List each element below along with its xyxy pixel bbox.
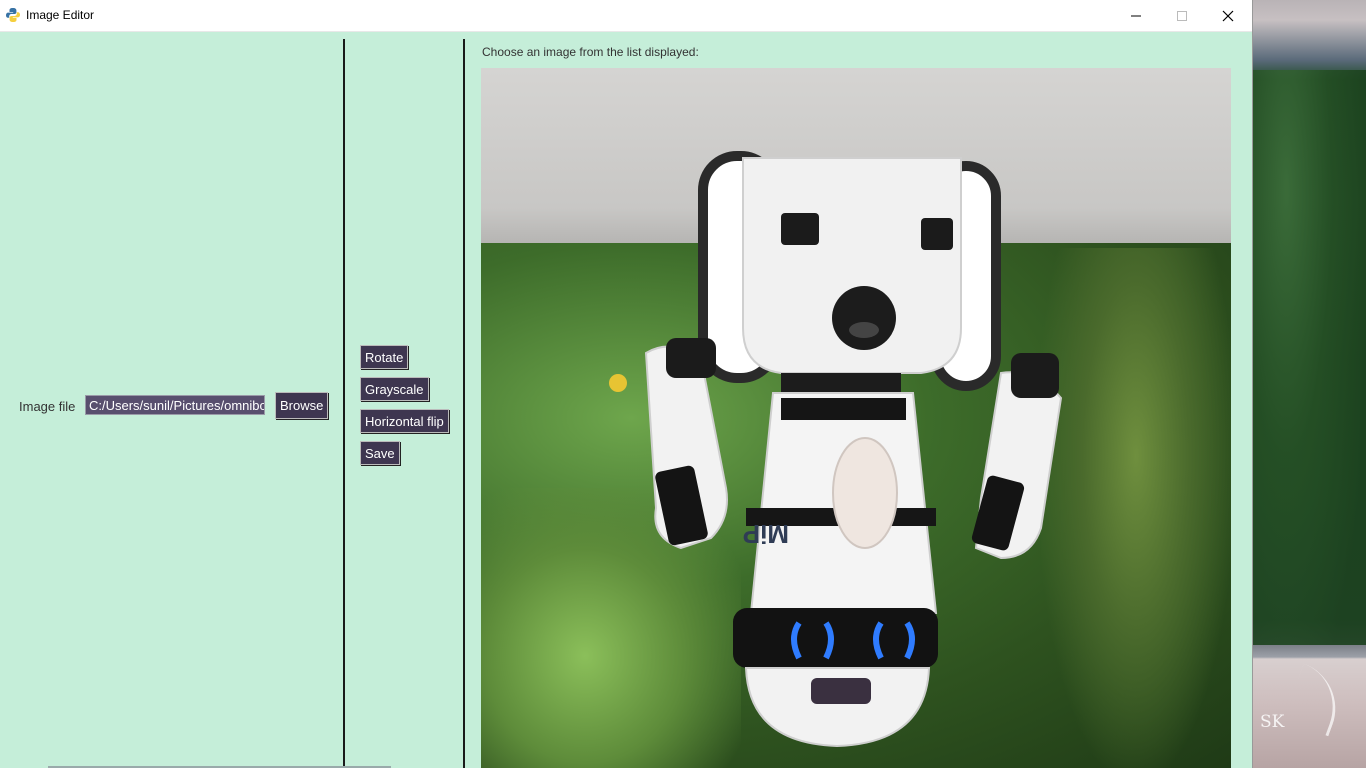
rotate-button[interactable]: Rotate	[360, 345, 409, 369]
python-icon	[6, 8, 20, 22]
minimize-button[interactable]	[1113, 0, 1159, 31]
desktop-background: SK	[1252, 0, 1366, 768]
image-file-path-input[interactable]: C:/Users/sunil/Pictures/omnibot.png	[85, 395, 265, 415]
browse-button[interactable]: Browse	[275, 392, 328, 419]
window-title: Image Editor	[26, 8, 95, 22]
yellow-flower	[609, 374, 627, 392]
robot-logo-text: MiP	[743, 519, 789, 549]
foliage-blur-right	[1041, 248, 1231, 768]
column-divider-left	[343, 39, 345, 768]
horizontal-flip-button[interactable]: Horizontal flip	[360, 409, 449, 433]
image-file-label: Image file	[19, 399, 76, 414]
image-editor-window: Image Editor Image file C:/Users/sunil/P…	[0, 0, 1252, 768]
instruction-text: Choose an image from the list displayed:	[482, 45, 699, 59]
title-bar[interactable]: Image Editor	[0, 0, 1252, 32]
scrollbar-hint	[48, 766, 391, 768]
image-preview: MiP	[481, 68, 1231, 768]
maximize-button[interactable]	[1159, 0, 1205, 31]
save-button[interactable]: Save	[360, 441, 400, 465]
desktop-watermark: SK	[1260, 712, 1285, 732]
column-divider-right	[463, 39, 465, 768]
close-icon	[1222, 10, 1234, 21]
maximize-icon	[1177, 10, 1187, 21]
close-button[interactable]	[1205, 0, 1251, 31]
desktop-hill	[1252, 70, 1366, 660]
window-content: Image file C:/Users/sunil/Pictures/omnib…	[0, 31, 1252, 768]
desktop-building	[1252, 645, 1366, 768]
robot-illustration: MiP	[644, 151, 1063, 748]
grayscale-button[interactable]: Grayscale	[360, 377, 429, 401]
minimize-icon	[1131, 15, 1141, 16]
